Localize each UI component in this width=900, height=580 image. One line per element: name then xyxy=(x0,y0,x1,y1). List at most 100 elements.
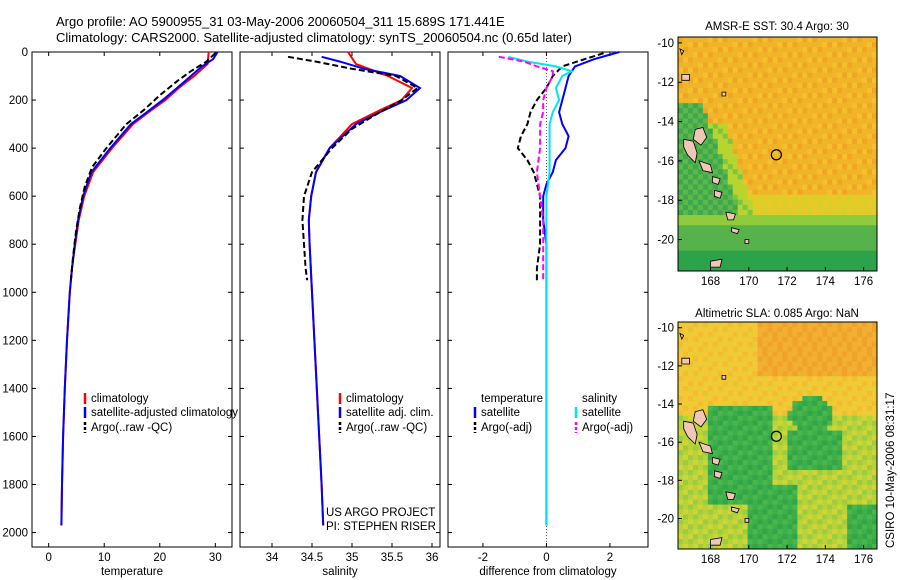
sst-map-cell xyxy=(782,194,788,201)
sst-map-cell xyxy=(702,148,709,155)
sst-map-cell xyxy=(777,245,783,252)
sla-map-cell xyxy=(857,544,863,550)
sla-map-cell xyxy=(687,470,694,476)
sla-map-cell xyxy=(817,534,823,540)
sla-map-cell xyxy=(812,524,818,530)
sst-map-cell xyxy=(807,47,813,53)
sla-map-cell xyxy=(762,356,768,362)
sst-map-cell xyxy=(762,82,768,89)
sst-map-cell xyxy=(782,184,788,191)
sst-map-cell xyxy=(717,77,724,84)
sla-map-cell xyxy=(732,489,739,496)
sst-map-cell xyxy=(727,189,734,196)
sla-map-cell xyxy=(727,529,734,535)
sst-map-cell xyxy=(797,255,803,262)
sst-map-cell xyxy=(827,62,833,68)
sla-map-cell xyxy=(807,361,813,367)
sla-map-cell xyxy=(717,371,724,377)
sla-map-cell xyxy=(762,519,768,525)
sla-map-cell xyxy=(782,356,788,362)
sla-map-cell xyxy=(717,529,724,535)
sst-map-cell xyxy=(727,37,734,43)
sla-map-cell xyxy=(837,470,843,476)
salinity-xtick-label: 34 xyxy=(266,552,279,564)
sla-map-cell xyxy=(767,455,773,461)
sla-map-cell xyxy=(742,484,749,491)
sla-map-cell xyxy=(762,341,768,348)
sst-map-cell xyxy=(682,174,689,180)
sla-map-cell xyxy=(792,484,798,491)
sst-map-cell xyxy=(832,194,838,201)
sla-map-cell xyxy=(872,346,878,352)
sst-map-cell xyxy=(682,103,689,109)
sla-map-cell xyxy=(872,489,878,496)
sla-map-cell xyxy=(867,396,873,402)
sst-map-cell xyxy=(742,87,749,94)
sst-map-cell xyxy=(842,209,848,216)
sla-map-cell xyxy=(817,391,823,397)
sst-map-cell xyxy=(832,225,838,231)
sst-map-cell xyxy=(792,92,798,99)
sla-map-cell xyxy=(802,381,808,387)
sst-map-cell xyxy=(732,159,739,165)
sst-map-cell xyxy=(837,230,843,236)
sst-map-cell xyxy=(777,37,783,43)
sla-map-cell xyxy=(787,405,793,412)
sst-map-cell xyxy=(807,92,813,99)
sla-map-xtick-label: 172 xyxy=(777,554,796,566)
sst-map-cell xyxy=(712,235,719,241)
sst-map-cell xyxy=(767,235,773,241)
sst-map-cell xyxy=(697,92,704,99)
sst-map-cell xyxy=(767,260,773,267)
sst-map-cell xyxy=(827,240,833,246)
sst-map-cell xyxy=(852,159,858,165)
sst-map-cell xyxy=(747,42,754,48)
sst-map-cell xyxy=(678,255,684,262)
sst-map-cell xyxy=(712,199,719,206)
sst-map-cell xyxy=(857,133,863,140)
sst-map-cell xyxy=(862,184,868,191)
sla-map-cell xyxy=(722,529,729,535)
sst-map-cell xyxy=(762,148,768,155)
sst-map-cell xyxy=(827,103,833,109)
sla-map-cell xyxy=(772,489,778,496)
sla-map-cell xyxy=(817,351,823,357)
sla-map-cell xyxy=(822,391,828,397)
sst-map-cell xyxy=(702,128,709,135)
sst-map-cell xyxy=(717,225,724,231)
sla-map-cell xyxy=(792,494,798,501)
sst-map-cell xyxy=(752,37,759,43)
sla-map-cell xyxy=(752,465,759,471)
sst-map-cell xyxy=(762,98,768,104)
sst-map-cell xyxy=(678,138,684,145)
sla-map-cell xyxy=(837,484,843,491)
sla-map-cell xyxy=(692,534,699,540)
sla-map-cell xyxy=(827,524,833,530)
sst-map-cell xyxy=(757,154,763,160)
sla-map-cell xyxy=(802,400,808,407)
sst-map-cell xyxy=(762,133,768,140)
sst-map-cell xyxy=(692,113,699,119)
sst-map-cell xyxy=(757,82,763,89)
sla-map-cell xyxy=(702,460,709,466)
sst-map-cell xyxy=(802,245,808,252)
sst-map-cell xyxy=(747,220,754,226)
temperature-xtick-label: 30 xyxy=(209,552,222,564)
sla-map-cell xyxy=(817,341,823,348)
sla-map-cell xyxy=(872,366,878,372)
sla-map-cell xyxy=(747,341,754,348)
sla-map-cell xyxy=(787,529,793,535)
sst-map-cell xyxy=(827,250,833,257)
sla-map-cell xyxy=(687,534,694,540)
sla-map-cell xyxy=(772,460,778,466)
sla-map-cell xyxy=(822,351,828,357)
sst-map-cell xyxy=(862,179,868,185)
sla-map-cell xyxy=(827,346,833,352)
sla-map-cell xyxy=(678,514,684,520)
sla-map-cell xyxy=(737,529,744,535)
sla-map-cell xyxy=(752,420,759,427)
sla-map-cell xyxy=(857,455,863,461)
sst-map-cell xyxy=(752,230,759,236)
sla-map-cell xyxy=(762,415,768,422)
sst-map-cell xyxy=(732,250,739,257)
